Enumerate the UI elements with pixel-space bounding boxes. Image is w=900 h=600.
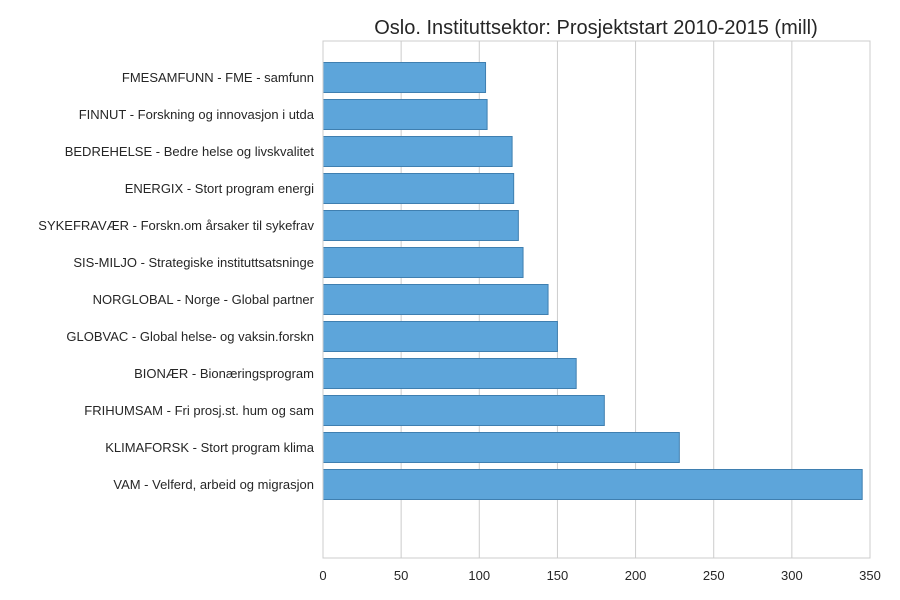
category-label: SYKEFRAVÆR - Forskn.om årsaker til sykef… [38,218,314,233]
bar [322,136,513,167]
x-tick-label: 50 [394,568,408,583]
x-tick-label: 300 [781,568,803,583]
bar [322,469,863,500]
plot-frame [322,40,871,559]
category-label: GLOBVAC - Global helse- og vaksin.forskn [66,329,314,344]
category-label: VAM - Velferd, arbeid og migrasjon [113,477,314,492]
category-label: FINNUT - Forskning og innovasjon i utda [79,107,315,122]
bar [322,62,487,93]
x-tick-label: 150 [547,568,569,583]
bar [322,395,605,426]
bar [322,210,519,241]
bar [322,321,558,352]
bars [322,62,863,500]
category-labels: FMESAMFUNN - FME - samfunn FINNUT - Forsk… [38,70,314,492]
x-tick-label: 200 [625,568,647,583]
bar [322,173,515,204]
category-label: BEDREHELSE - Bedre helse og livskvalitet [65,144,315,159]
category-label: NORGLOBAL - Norge - Global partner [93,292,315,307]
chart-title: Oslo. Instituttsektor: Prosjektstart 201… [374,17,818,39]
bar [322,247,524,278]
category-label: BIONÆR - Bionæringsprogram [134,366,314,381]
category-label: KLIMAFORSK - Stort program klima [105,440,315,455]
x-tick-label: 0 [319,568,326,583]
bar [322,432,680,463]
x-tick-label: 100 [468,568,490,583]
category-label: SIS-MILJO - Strategiske instituttsatsnin… [73,255,314,270]
bar [322,99,488,130]
category-label: FRIHUMSAM - Fri prosj.st. hum og sam [84,403,314,418]
bar [322,358,577,389]
x-tick-label: 350 [859,568,881,583]
category-label: FMESAMFUNN - FME - samfunn [122,70,314,85]
bar [322,284,549,315]
x-tick-labels: 0 50 100 150 200 250 300 350 [319,568,880,583]
x-tick-label: 250 [703,568,725,583]
category-label: ENERGIX - Stort program energi [125,181,314,196]
